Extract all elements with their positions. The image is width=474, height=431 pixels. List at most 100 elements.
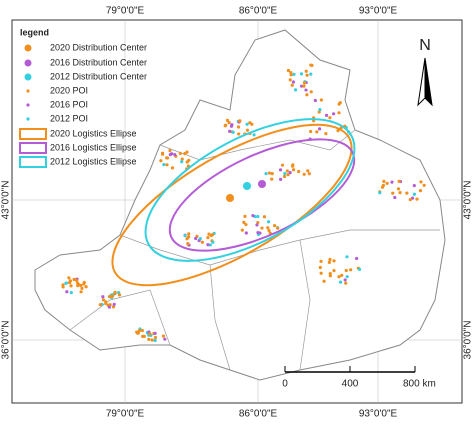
- poi: [84, 285, 88, 289]
- poi: [65, 290, 69, 294]
- poi: [345, 255, 349, 259]
- poi: [381, 183, 385, 188]
- ellipse-2012: [144, 118, 356, 262]
- legend-label: 2012 Distribution Center: [50, 71, 147, 81]
- poi: [349, 268, 353, 272]
- poi: [251, 213, 255, 218]
- lon-label: 93°0'0"E: [359, 409, 398, 420]
- lon-label: 93°0'0"E: [359, 6, 398, 17]
- poi: [153, 338, 157, 343]
- poi: [309, 90, 313, 94]
- poi: [256, 214, 260, 219]
- poi: [309, 72, 313, 76]
- poi: [242, 220, 246, 224]
- poi: [286, 173, 290, 177]
- poi: [255, 223, 259, 227]
- poi: [153, 335, 158, 340]
- poi: [318, 108, 322, 112]
- poi: [107, 305, 111, 309]
- lon-label: 79°0'0"E: [106, 6, 145, 17]
- poi: [228, 129, 232, 133]
- lat-label: 36°0'0"N: [463, 321, 474, 360]
- legend-label: 2012 Logistics Ellipse: [50, 156, 137, 166]
- poi: [238, 119, 242, 123]
- poi: [185, 150, 189, 154]
- poi: [304, 88, 308, 92]
- legend-label: 2020 Distribution Center: [50, 42, 147, 52]
- poi: [69, 284, 73, 288]
- poi: [397, 179, 401, 183]
- poi: [338, 280, 343, 284]
- poi: [319, 271, 323, 275]
- scale-label: 0: [282, 379, 288, 390]
- poi: [245, 128, 250, 132]
- poi: [319, 98, 323, 102]
- poi: [415, 197, 419, 201]
- poi: [75, 278, 79, 283]
- poi: [289, 73, 293, 77]
- poi: [276, 226, 280, 230]
- poi: [112, 302, 116, 306]
- legend-marker: [19, 142, 47, 154]
- poi: [113, 291, 117, 296]
- poi: [328, 274, 332, 278]
- legend-label: 2020 Logistics Ellipse: [50, 128, 137, 138]
- ellipses: [111, 118, 356, 287]
- poi: [98, 303, 102, 307]
- poi: [418, 189, 423, 193]
- poi: [283, 171, 287, 176]
- poi: [206, 236, 210, 240]
- poi: [332, 112, 336, 116]
- poi: [324, 113, 329, 117]
- poi: [170, 166, 175, 170]
- legend-marker: [24, 44, 32, 52]
- poi: [297, 169, 301, 174]
- poi: [285, 169, 289, 173]
- scale-bar: 0 400 800 km: [282, 366, 436, 390]
- poi: [163, 337, 167, 341]
- poi: [136, 331, 140, 335]
- poi: [236, 125, 241, 129]
- lat-label: 43°0'0"N: [1, 181, 12, 220]
- poi: [225, 118, 230, 122]
- legend: legend 2020 Distribution Center 2016 Dis…: [19, 27, 147, 168]
- poi: [183, 234, 187, 238]
- poi: [64, 281, 68, 285]
- poi: [185, 160, 189, 164]
- legend-label: 2016 POI: [50, 99, 88, 109]
- poi: [256, 231, 260, 235]
- center-2012: [243, 182, 251, 190]
- poi: [80, 286, 84, 290]
- poi: [211, 240, 215, 244]
- poi: [273, 223, 277, 228]
- poi: [393, 195, 397, 200]
- poi: [67, 276, 71, 280]
- poi: [162, 162, 166, 167]
- poi: [159, 159, 163, 163]
- poi: [279, 177, 283, 181]
- poi: [69, 291, 73, 295]
- poi: [337, 275, 341, 279]
- poi: [101, 298, 106, 302]
- poi: [187, 232, 191, 236]
- poi: [68, 279, 73, 283]
- poi: [382, 179, 386, 184]
- center-2020: [226, 194, 234, 202]
- poi: [244, 222, 248, 227]
- poi: [328, 116, 332, 120]
- poi: [270, 177, 274, 181]
- poi: [291, 80, 296, 84]
- poi: [243, 214, 247, 218]
- poi: [355, 256, 359, 261]
- poi: [140, 328, 144, 333]
- poi: [408, 197, 412, 202]
- poi: [288, 171, 292, 175]
- north-label: N: [419, 37, 431, 54]
- poi: [180, 157, 184, 161]
- poi: [396, 187, 401, 191]
- poi: [165, 163, 169, 167]
- legend-label: 2016 Logistics Ellipse: [50, 142, 137, 152]
- poi: [337, 111, 341, 115]
